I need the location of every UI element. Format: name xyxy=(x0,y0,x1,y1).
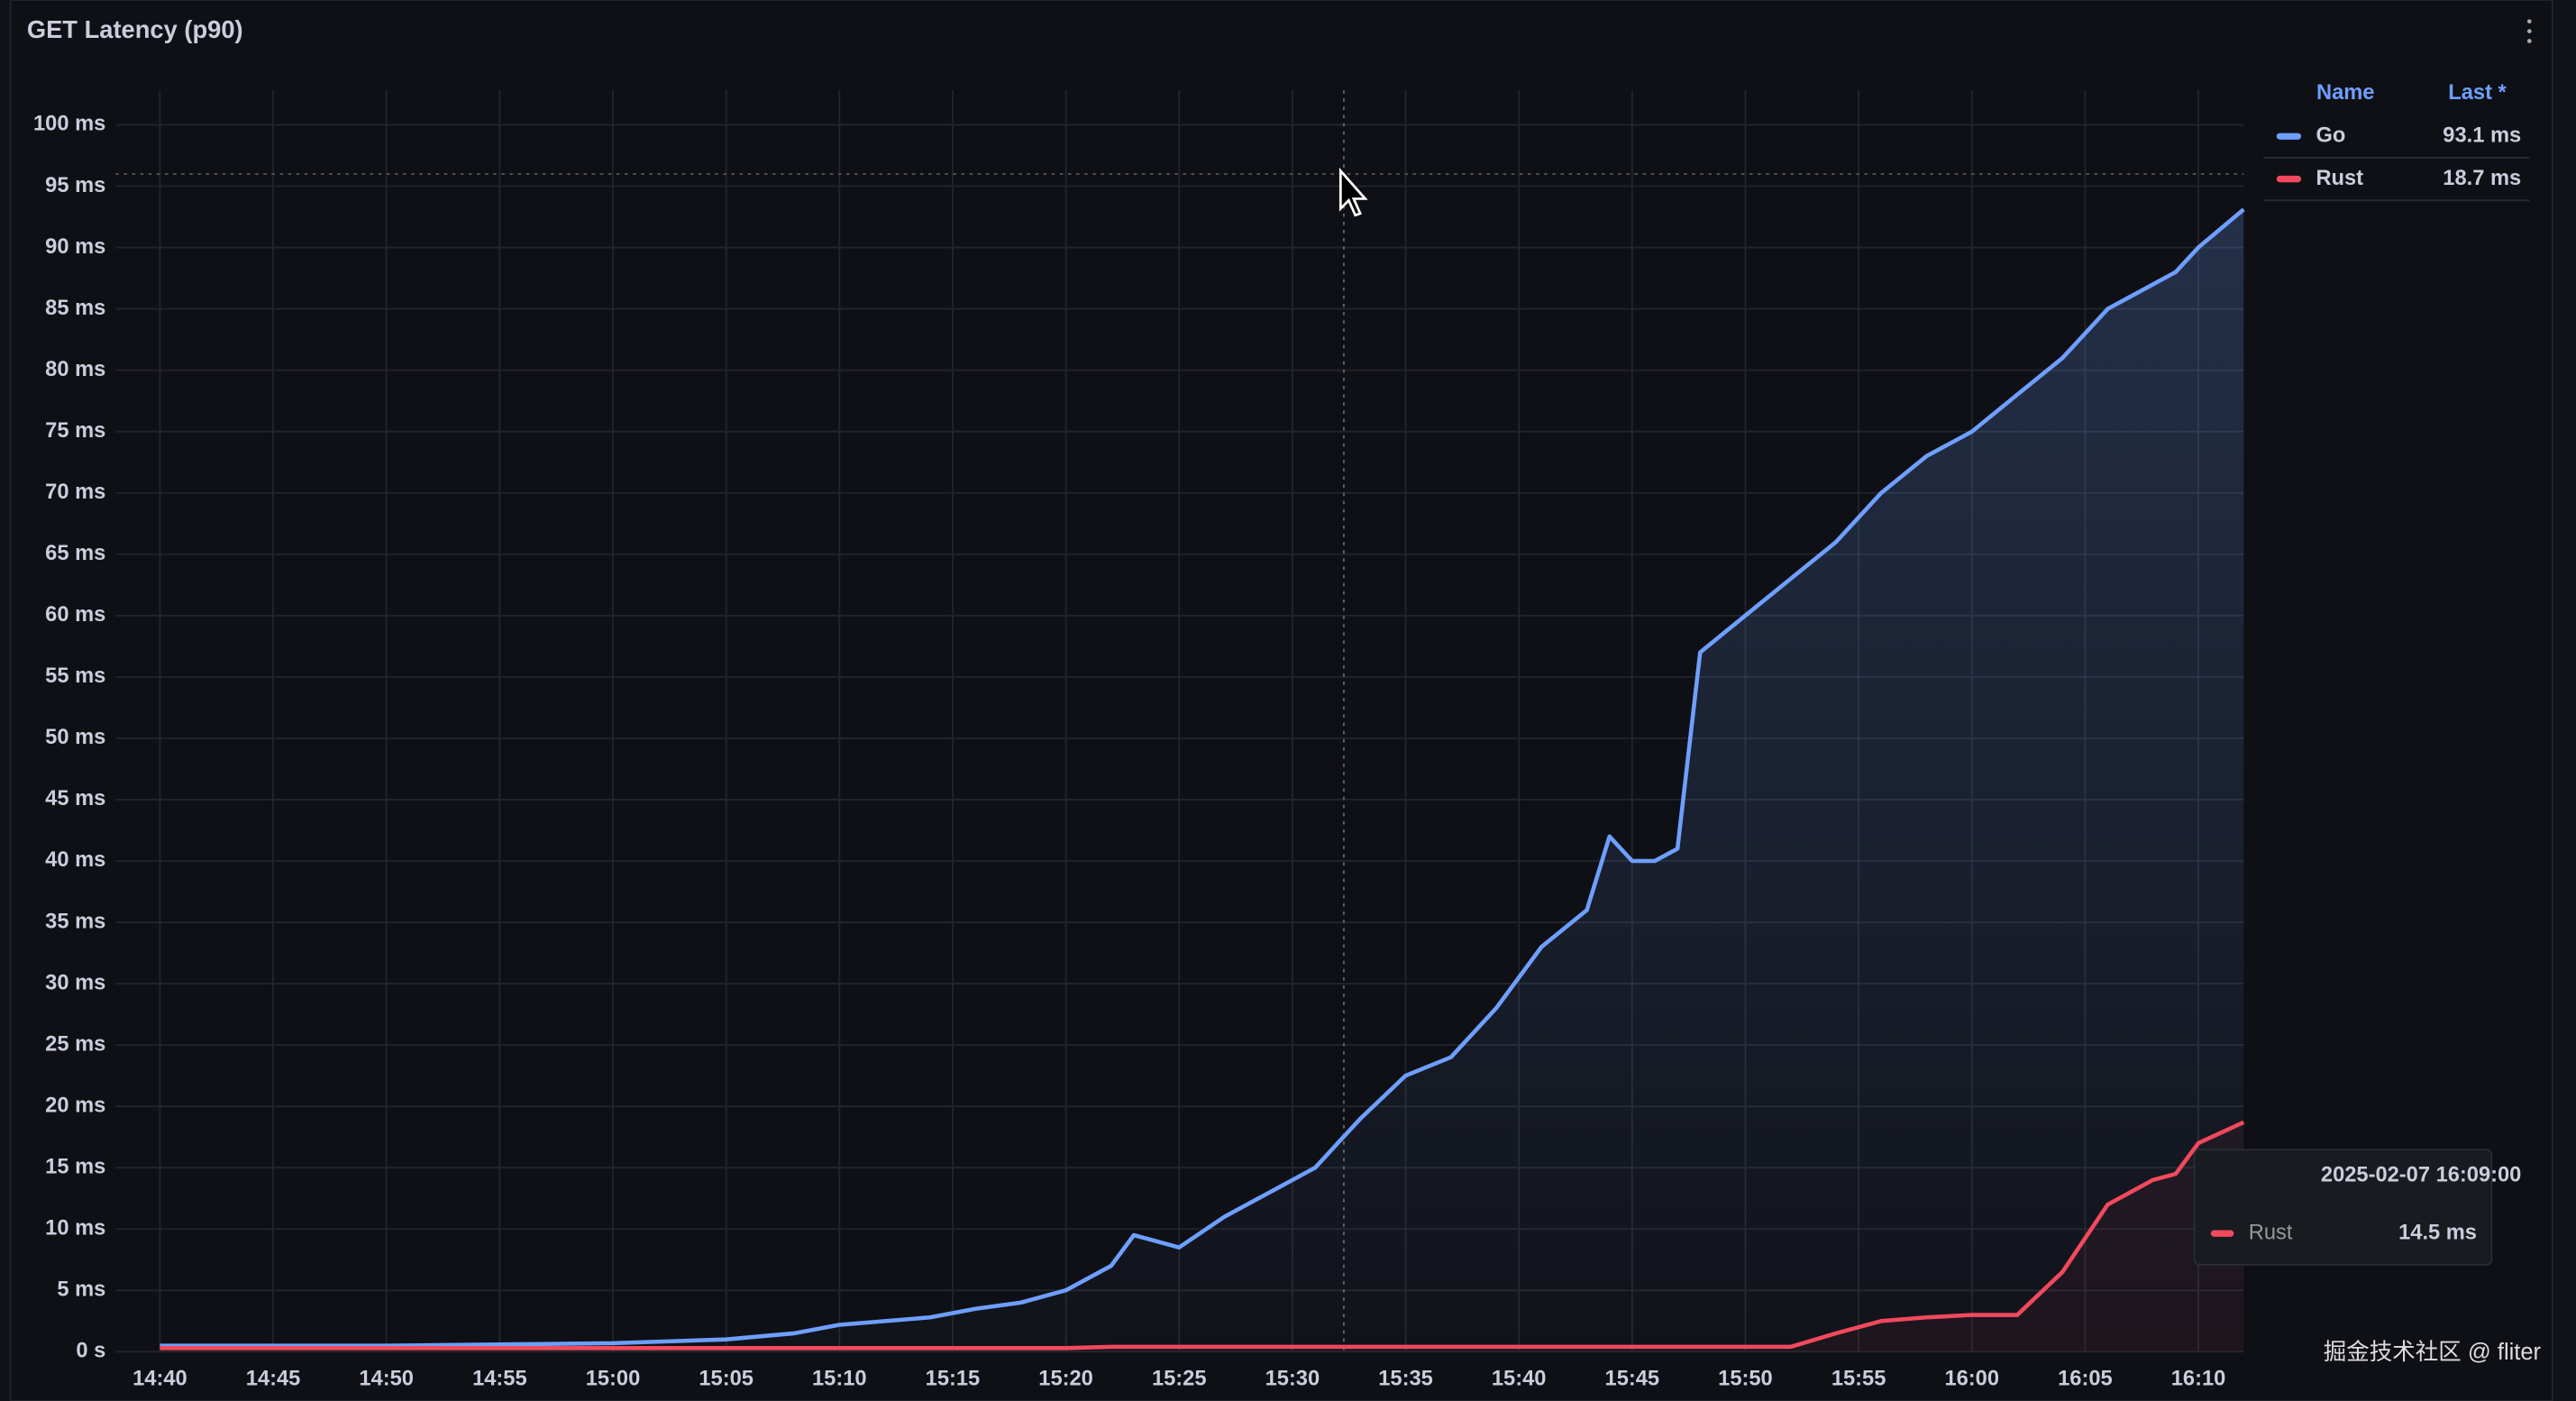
y-tick-label: 45 ms xyxy=(45,787,105,810)
legend-last: 18.7 ms xyxy=(2443,167,2521,190)
x-tick-label: 16:05 xyxy=(2058,1368,2113,1391)
legend-header[interactable]: Name xyxy=(2316,81,2374,105)
x-tick-label: 16:00 xyxy=(1944,1368,1999,1391)
y-tick-label: 90 ms xyxy=(45,235,105,259)
y-tick-label: 100 ms xyxy=(33,113,105,136)
x-tick-label: 14:40 xyxy=(132,1368,187,1391)
x-tick-label: 15:45 xyxy=(1605,1368,1660,1391)
tooltip-value: 14.5 ms xyxy=(2398,1221,2477,1244)
x-tick-label: 15:55 xyxy=(1832,1368,1886,1391)
tooltip-time: 2025-02-07 16:09:00 xyxy=(2321,1164,2521,1187)
series-line xyxy=(160,1120,2245,1351)
legend-swatch xyxy=(2276,175,2302,183)
y-tick-label: 60 ms xyxy=(45,603,105,627)
y-tick-label: 20 ms xyxy=(45,1094,105,1117)
series-line xyxy=(160,207,2245,1348)
y-tick-label: 75 ms xyxy=(45,419,105,443)
x-tick-label: 15:10 xyxy=(812,1368,867,1391)
y-tick-label: 40 ms xyxy=(45,848,105,872)
x-tick-label: 15:50 xyxy=(1718,1368,1773,1391)
y-tick-label: 70 ms xyxy=(45,481,105,504)
y-tick-label: 85 ms xyxy=(45,297,105,320)
x-tick-label: 15:25 xyxy=(1152,1368,1207,1391)
y-tick-label: 80 ms xyxy=(45,358,105,381)
x-tick-label: 15:05 xyxy=(699,1368,754,1391)
series-area xyxy=(160,1122,2244,1352)
mouse-cursor xyxy=(1338,167,1368,217)
tooltip-swatch xyxy=(2210,1230,2234,1237)
x-tick-label: 15:00 xyxy=(586,1368,641,1391)
menu-icon[interactable] xyxy=(2526,19,2532,43)
y-tick-label: 0 s xyxy=(76,1340,105,1363)
x-tick-label: 15:35 xyxy=(1378,1368,1433,1391)
y-tick-label: 95 ms xyxy=(45,174,105,197)
y-tick-label: 15 ms xyxy=(45,1155,105,1178)
legend-name[interactable]: Rust xyxy=(2316,167,2363,190)
x-tick-label: 15:30 xyxy=(1265,1368,1320,1391)
legend-last: 93.1 ms xyxy=(2443,124,2521,147)
x-tick-label: 15:40 xyxy=(1492,1368,1547,1391)
series-area xyxy=(160,209,2244,1352)
y-tick-label: 55 ms xyxy=(45,664,105,688)
x-tick-label: 15:20 xyxy=(1038,1368,1093,1391)
legend-header[interactable]: Last * xyxy=(2448,81,2507,105)
y-tick-label: 50 ms xyxy=(45,726,105,749)
y-tick-label: 35 ms xyxy=(45,910,105,933)
y-tick-label: 30 ms xyxy=(45,971,105,994)
x-tick-label: 16:10 xyxy=(2171,1368,2226,1391)
tooltip xyxy=(2193,1149,2493,1266)
y-tick-label: 25 ms xyxy=(45,1032,105,1056)
watermark: 掘金技术社区 @ fliter xyxy=(2324,1340,2542,1365)
tooltip-series: Rust xyxy=(2249,1221,2293,1244)
legend-swatch xyxy=(2276,133,2302,140)
y-tick-label: 5 ms xyxy=(57,1278,105,1302)
x-tick-label: 15:15 xyxy=(926,1368,981,1391)
panel-title: GET Latency (p90) xyxy=(27,15,243,43)
y-tick-label: 65 ms xyxy=(45,542,105,565)
x-tick-label: 14:45 xyxy=(246,1368,301,1391)
x-tick-label: 14:55 xyxy=(472,1368,527,1391)
y-tick-label: 10 ms xyxy=(45,1217,105,1241)
legend-name[interactable]: Go xyxy=(2316,124,2345,147)
x-tick-label: 14:50 xyxy=(359,1368,414,1391)
